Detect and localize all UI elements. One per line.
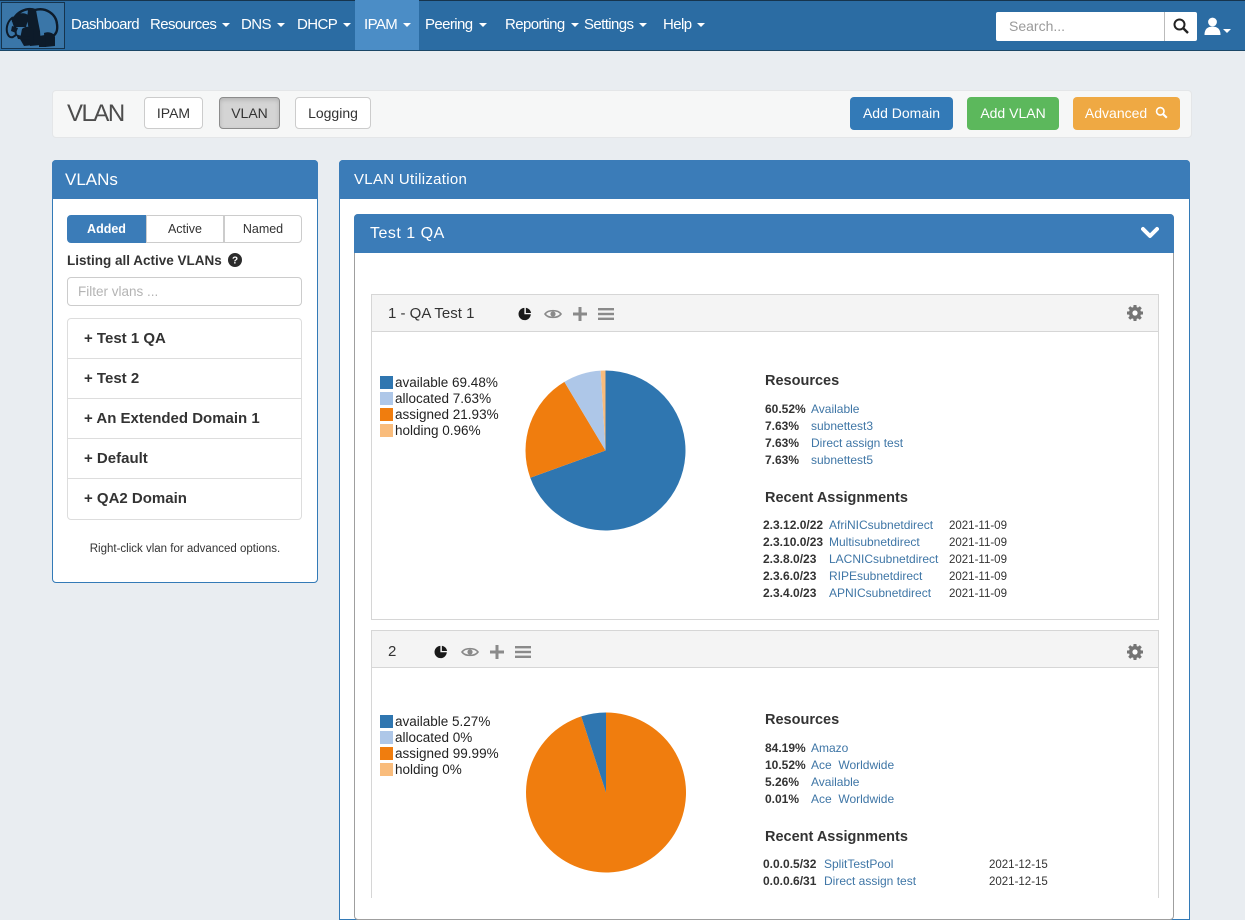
svg-text:?: ? — [231, 256, 237, 267]
